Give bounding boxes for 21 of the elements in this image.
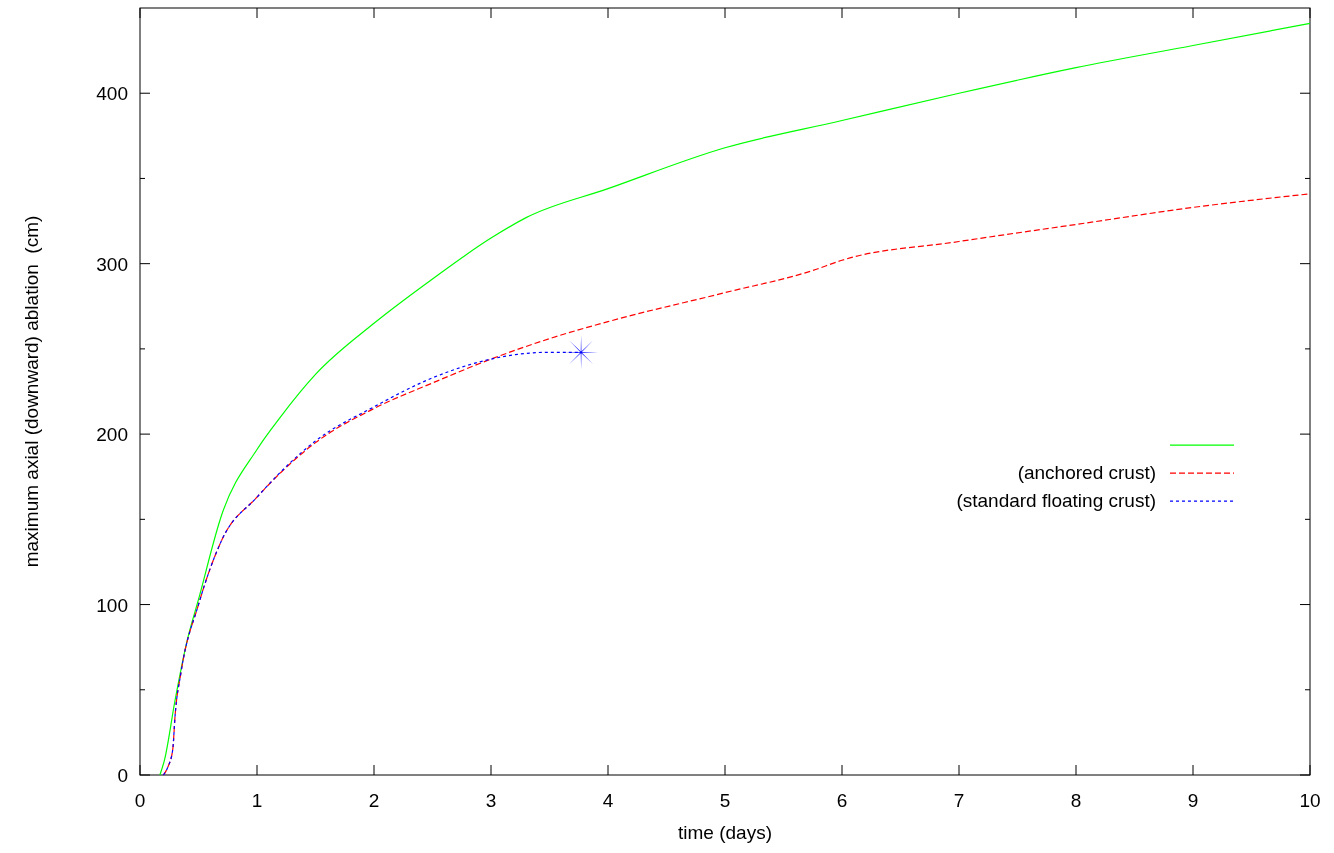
- y-tick-label: 200: [96, 424, 128, 446]
- x-tick-label: 10: [1299, 790, 1321, 811]
- y-axis-title: maximum axial (downward) ablation (cm): [21, 215, 42, 568]
- y-tick-label: 0: [117, 765, 128, 786]
- y-tick-label: 100: [96, 594, 128, 616]
- x-axis-title: time (days): [678, 822, 772, 843]
- legend-label: (anchored crust): [1017, 462, 1156, 484]
- x-tick-label: 6: [836, 790, 848, 811]
- x-tick-label: 7: [953, 790, 965, 811]
- x-tick-label: 1: [251, 790, 263, 811]
- x-tick-label: 3: [485, 790, 497, 811]
- y-tick-label: 300: [96, 253, 128, 275]
- y-tick-label: 400: [96, 83, 128, 105]
- line-series: [159, 22, 1311, 776]
- legend-label: (standard floating crust): [956, 490, 1156, 512]
- x-tick-label: 5: [719, 790, 731, 811]
- x-tick-label: 0: [134, 790, 146, 811]
- x-tick-label: 9: [1187, 790, 1199, 811]
- x-tick-label: 8: [1070, 790, 1082, 811]
- x-tick-label: 2: [368, 790, 380, 811]
- x-tick-label: 4: [602, 790, 614, 811]
